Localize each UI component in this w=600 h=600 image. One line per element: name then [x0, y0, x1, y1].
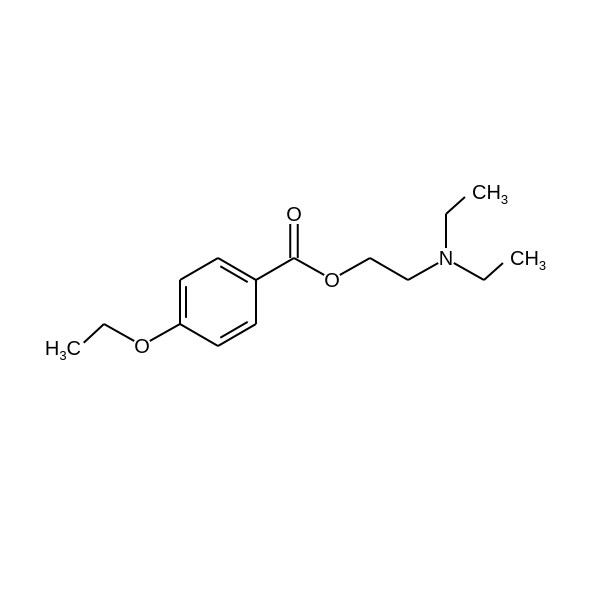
- molecule-svg: H3C O O O N CH3 CH3: [0, 0, 600, 600]
- atom-N: N: [439, 248, 453, 270]
- atom-CH3_L: H3C: [45, 338, 81, 363]
- svg-text:CH3: CH3: [510, 248, 546, 273]
- svg-text:H3C: H3C: [45, 338, 81, 363]
- svg-text:CH3: CH3: [472, 182, 508, 207]
- atom-CH3_tr: CH3: [472, 182, 508, 207]
- atom-CH3_r: CH3: [510, 248, 546, 273]
- svg-text:N: N: [439, 248, 453, 270]
- atom-O_eth: O: [134, 336, 150, 358]
- svg-text:O: O: [286, 204, 302, 226]
- svg-text:O: O: [324, 270, 340, 292]
- atom-O_dbl: O: [286, 204, 302, 226]
- atom-O_est: O: [324, 270, 340, 292]
- svg-text:O: O: [134, 336, 150, 358]
